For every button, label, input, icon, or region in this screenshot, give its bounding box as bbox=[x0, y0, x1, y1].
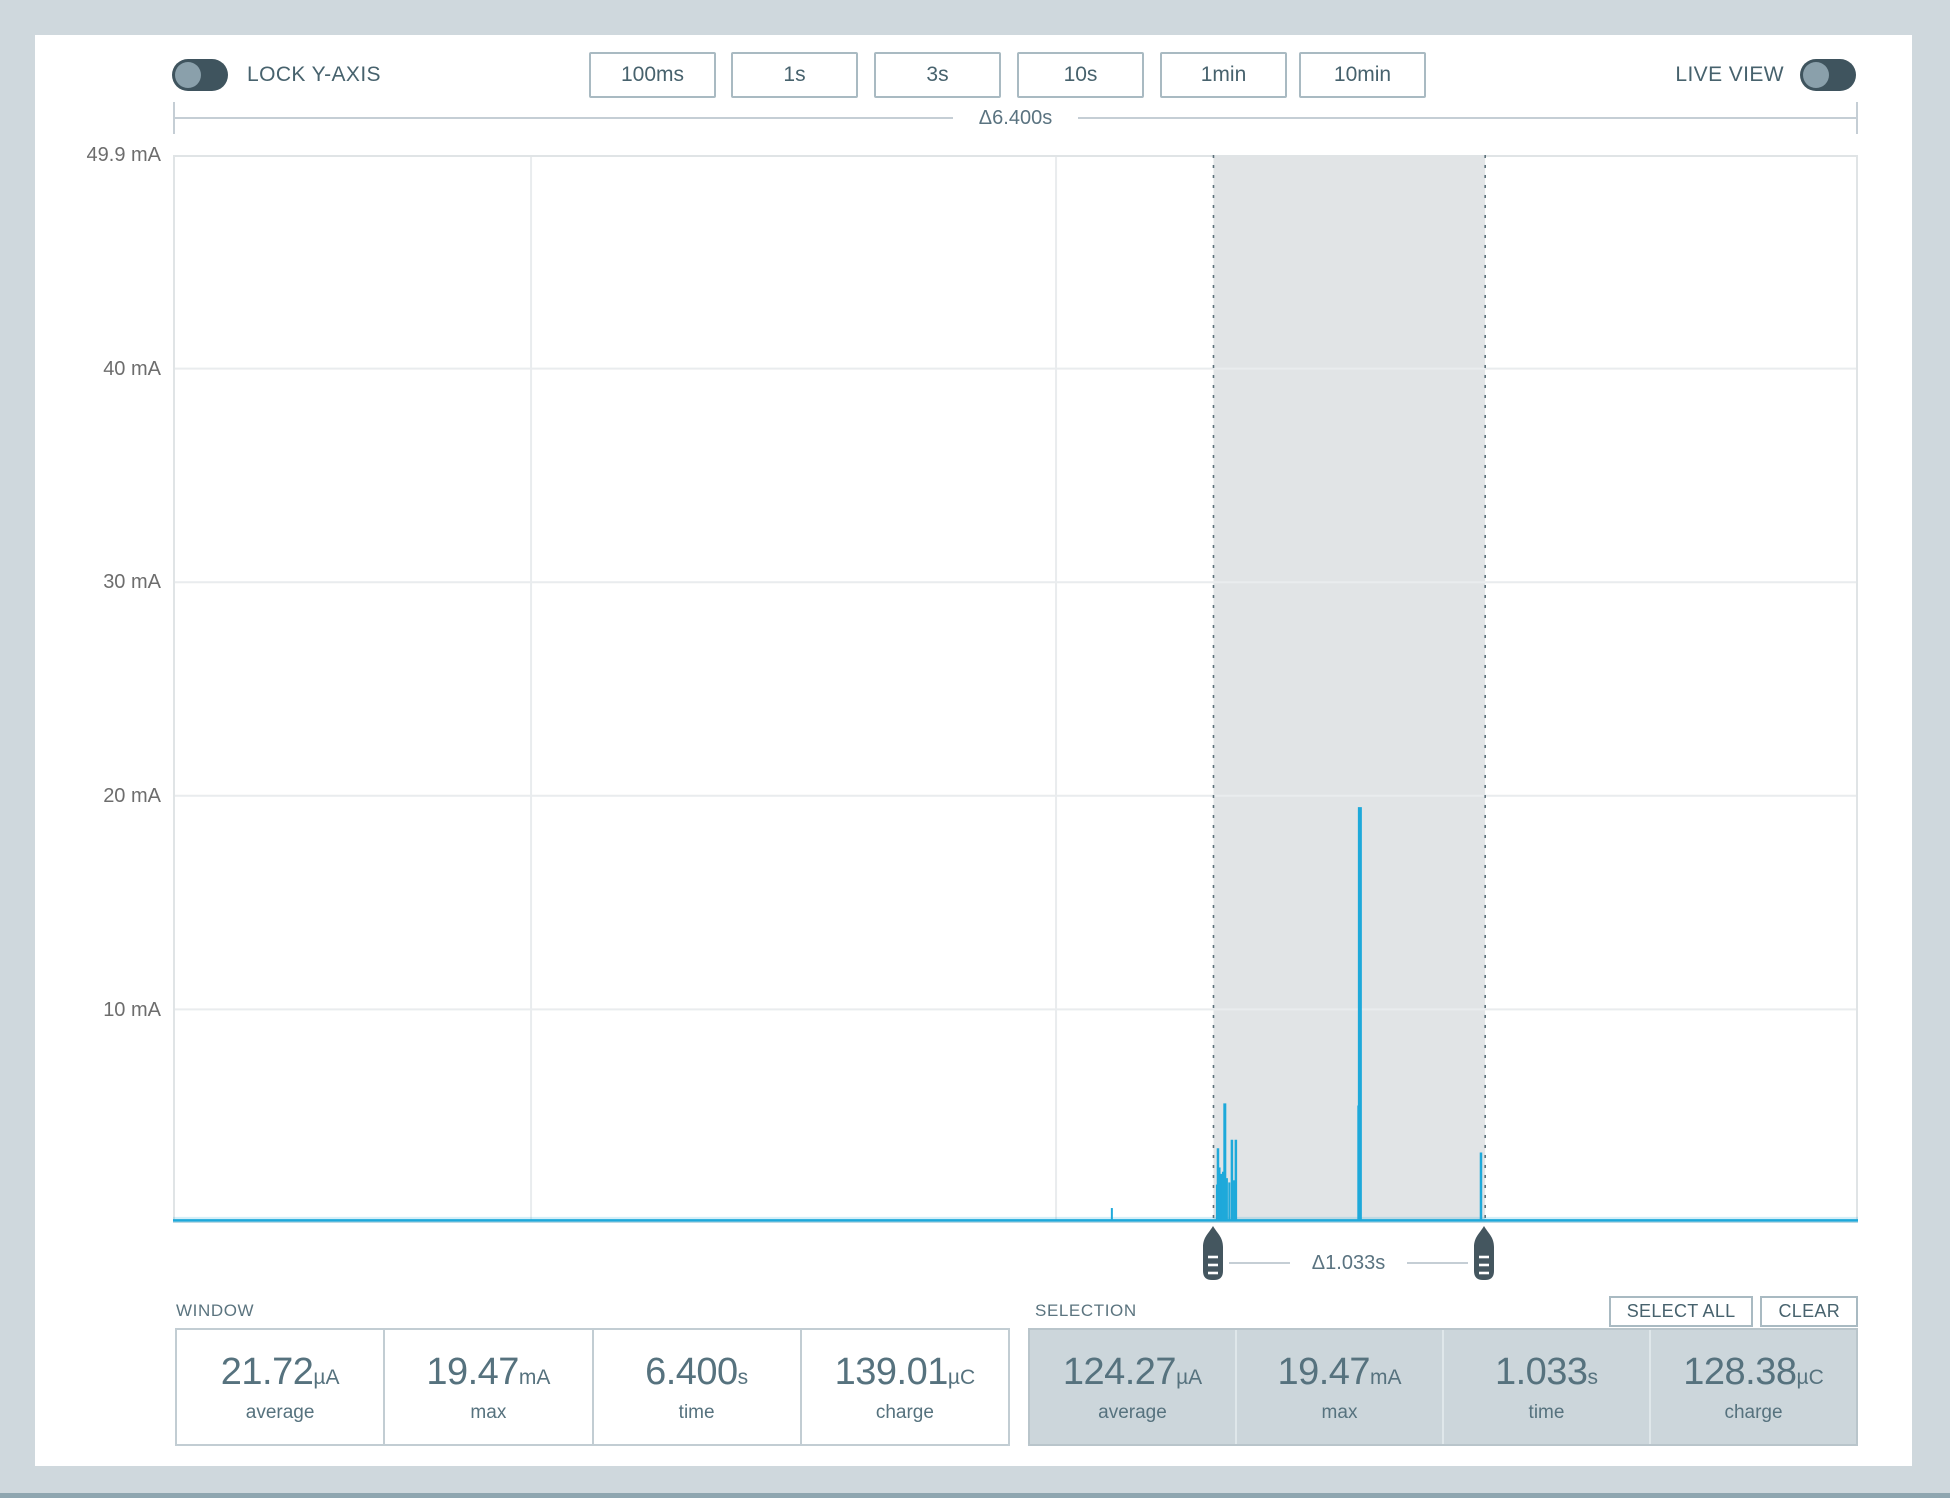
bracket-line bbox=[175, 117, 953, 119]
y-axis-tick: 49.9 mA bbox=[86, 144, 161, 166]
bracket-tick-left bbox=[173, 102, 175, 134]
stat-label: average bbox=[245, 1401, 315, 1423]
selection-max-cell: 19.47mA max bbox=[1237, 1330, 1444, 1444]
select-all-button[interactable]: SELECT ALL bbox=[1608, 1296, 1754, 1327]
y-axis-tick: 40 mA bbox=[103, 358, 161, 380]
delta-line bbox=[1407, 1262, 1469, 1264]
stat-label: charge bbox=[875, 1401, 934, 1423]
selection-delta-label: Δ1.033s bbox=[1311, 1251, 1386, 1274]
toggle-knob bbox=[175, 62, 201, 88]
chart-canvas bbox=[173, 155, 1858, 1224]
bracket-tick-right bbox=[1856, 102, 1859, 134]
stat-label: max bbox=[470, 1401, 507, 1423]
selection-stats-panel: 124.27µA average 19.47mA max 1.033s time… bbox=[1028, 1328, 1858, 1446]
window-time-cell: 6.400s time bbox=[594, 1330, 802, 1444]
window-max-cell: 19.47mA max bbox=[385, 1330, 594, 1444]
y-axis-tick: 10 mA bbox=[103, 999, 161, 1021]
lock-y-axis-toggle[interactable] bbox=[172, 59, 228, 91]
main-panel: LOCK Y-AXIS 100ms 1s 3s 10s 1min 10min L… bbox=[35, 35, 1912, 1466]
selection-handle-right[interactable] bbox=[1474, 1226, 1494, 1280]
selection-delta: Δ1.033s bbox=[1229, 1251, 1469, 1274]
time-button-1min[interactable]: 1min bbox=[1160, 52, 1287, 98]
time-button-1s[interactable]: 1s bbox=[731, 52, 858, 98]
time-button-10min[interactable]: 10min bbox=[1299, 52, 1426, 98]
stat-value: 124.27µA bbox=[1062, 1350, 1203, 1393]
stat-value: 128.38µC bbox=[1683, 1350, 1824, 1393]
selection-charge-cell: 128.38µC charge bbox=[1651, 1330, 1856, 1444]
y-axis-tick: 20 mA bbox=[103, 785, 161, 807]
stat-value: 19.47mA bbox=[1277, 1350, 1402, 1393]
plot-border bbox=[173, 155, 1858, 1223]
lock-y-axis-label: LOCK Y-AXIS bbox=[247, 63, 381, 86]
stat-value: 1.033s bbox=[1494, 1350, 1599, 1393]
bottom-accent-strip bbox=[0, 1493, 1950, 1498]
stat-label: average bbox=[1098, 1401, 1167, 1423]
delta-line bbox=[1229, 1262, 1290, 1264]
selection-region[interactable] bbox=[1213, 155, 1486, 1223]
stat-value: 139.01µC bbox=[834, 1350, 976, 1393]
selection-section-label: SELECTION bbox=[1035, 1301, 1137, 1320]
time-button-10s[interactable]: 10s bbox=[1017, 52, 1144, 98]
selection-handle-left[interactable] bbox=[1203, 1226, 1223, 1280]
window-section-label: WINDOW bbox=[176, 1301, 255, 1320]
live-view-label: LIVE VIEW bbox=[1675, 63, 1784, 86]
stat-value: 19.47mA bbox=[426, 1350, 551, 1393]
stat-value: 6.400s bbox=[645, 1350, 749, 1393]
clear-button[interactable]: CLEAR bbox=[1760, 1296, 1858, 1327]
window-charge-cell: 139.01µC charge bbox=[802, 1330, 1008, 1444]
stat-value: 21.72µA bbox=[220, 1350, 340, 1393]
stat-label: charge bbox=[1724, 1401, 1783, 1423]
window-average-cell: 21.72µA average bbox=[177, 1330, 386, 1444]
window-stats-panel: 21.72µA average 19.47mA max 6.400s time … bbox=[175, 1328, 1010, 1446]
live-view-toggle[interactable] bbox=[1800, 59, 1856, 91]
stat-label: max bbox=[1321, 1401, 1358, 1423]
y-axis-tick: 30 mA bbox=[103, 571, 161, 593]
bracket-line bbox=[1078, 117, 1857, 119]
window-delta-bracket: Δ6.400s bbox=[173, 102, 1859, 134]
time-button-3s[interactable]: 3s bbox=[874, 52, 1001, 98]
time-button-100ms[interactable]: 100ms bbox=[589, 52, 716, 98]
toggle-knob bbox=[1803, 62, 1829, 88]
stat-label: time bbox=[1528, 1401, 1565, 1423]
selection-time-cell: 1.033s time bbox=[1444, 1330, 1651, 1444]
window-delta-label: Δ6.400s bbox=[978, 106, 1053, 129]
current-chart-plot[interactable] bbox=[173, 155, 1858, 1224]
stat-label: time bbox=[678, 1401, 715, 1423]
selection-average-cell: 124.27µA average bbox=[1030, 1330, 1237, 1444]
